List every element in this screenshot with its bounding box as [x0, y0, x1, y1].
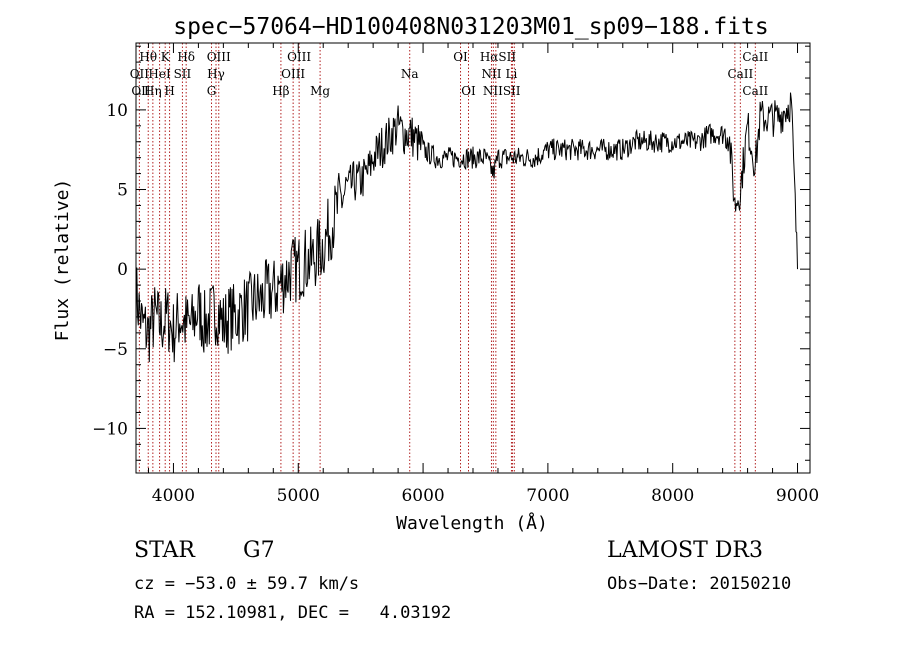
- y-tick-label: 10: [106, 101, 128, 121]
- line-label: Hγ: [207, 67, 225, 81]
- x-axis: 4000 5000 6000 7000 8000 9000: [147, 43, 819, 506]
- line-label: CaII: [727, 67, 753, 81]
- spectral-line-labels: Hθ K Hδ OIII OIII OI HαSII CaII OII HeI SII Hγ OIII N…: [130, 50, 769, 98]
- line-label: Hη: [144, 84, 162, 98]
- line-label: HeI: [148, 67, 171, 81]
- survey-name: LAMOST DR3: [607, 538, 763, 563]
- line-label: Hδ: [177, 50, 195, 64]
- y-tick-label: 5: [117, 181, 128, 201]
- object-subclass: G7: [243, 538, 275, 563]
- spectral-line-markers: [138, 43, 756, 473]
- x-axis-label: Wavelength (Å): [396, 512, 548, 534]
- chart-title: spec−57064−HD100408N031203M01_sp09−188.f…: [173, 14, 768, 40]
- line-label: NII: [481, 67, 501, 81]
- y-axis: −10 −5 0 5 10: [92, 45, 810, 461]
- x-tick-label: 5000: [277, 486, 320, 506]
- line-label: OI: [453, 50, 468, 64]
- line-label: CaII: [742, 50, 768, 64]
- coordinates: RA = 152.10981, DEC = 4.03192: [134, 603, 452, 623]
- line-label: OI: [461, 84, 476, 98]
- y-tick-label: −10: [92, 419, 128, 439]
- line-label: Hβ: [272, 84, 289, 98]
- line-label: NIISII: [483, 84, 521, 98]
- redshift-info: cz = −53.0 ± 59.7 km/s: [134, 574, 360, 594]
- obs-date: Obs−Date: 20150210: [607, 574, 792, 594]
- plot-frame: [135, 42, 811, 474]
- line-label: OIII: [281, 67, 305, 81]
- line-label: Na: [401, 67, 419, 81]
- y-tick-label: −5: [103, 340, 128, 360]
- line-label: HαSII: [480, 50, 517, 64]
- line-label: OII: [130, 67, 150, 81]
- line-label: SII: [174, 67, 192, 81]
- x-tick-label: 7000: [526, 486, 569, 506]
- line-label: Li: [506, 67, 518, 81]
- line-label: Hθ: [139, 50, 157, 64]
- x-tick-label: 6000: [401, 486, 444, 506]
- x-tick-label: 9000: [776, 486, 819, 506]
- spectrum-line: [135, 92, 798, 363]
- line-label: K: [161, 50, 171, 64]
- x-tick-label: 4000: [152, 486, 195, 506]
- object-class: STAR: [134, 538, 195, 563]
- y-tick-label: 0: [117, 260, 128, 280]
- line-label: Mg: [310, 84, 330, 98]
- line-label: CaII: [742, 84, 768, 98]
- line-label: H: [164, 84, 174, 98]
- y-axis-label: Flux (relative): [52, 179, 73, 342]
- line-label: OIII: [287, 50, 311, 64]
- x-tick-label: 8000: [651, 486, 694, 506]
- line-label: OIII: [207, 50, 231, 64]
- line-label: G: [207, 84, 217, 98]
